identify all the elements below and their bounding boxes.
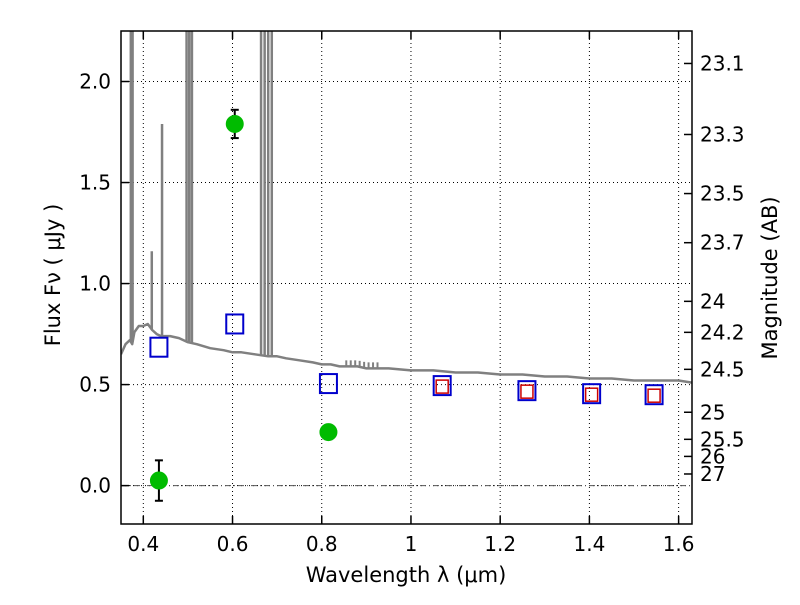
y-tick-label-0: 0.0 xyxy=(79,474,111,498)
magnitude-tick-label-10: 27 xyxy=(700,462,725,486)
x-tick-label-0: 0.4 xyxy=(127,532,159,556)
observed-point-0 xyxy=(149,471,168,490)
spectrum-layer xyxy=(121,31,692,384)
model-point-6 xyxy=(644,384,664,406)
model-point-5 xyxy=(582,383,602,405)
magnitude-tick-label-4: 24 xyxy=(700,289,725,313)
axes-layer: 0.4 0.6 0.8 1 1.2 1.4 1.6 0.0 0.5 1.0 1.5 2.0 23.1 23… xyxy=(79,30,745,556)
right-axis-label: Magnitude (AB) xyxy=(758,196,782,359)
x-tick-label-6: 1.6 xyxy=(663,532,695,556)
magnitude-tick-label-3: 23.7 xyxy=(700,231,745,255)
magnitude-tick-label-1: 23.3 xyxy=(700,122,745,146)
model-point-4 xyxy=(517,380,537,402)
x-tick-label-3: 1 xyxy=(405,532,418,556)
y-tick-label-4: 2.0 xyxy=(79,70,111,94)
x-tick-label-5: 1.4 xyxy=(573,532,605,556)
magnitude-tick-label-8: 25.5 xyxy=(700,427,745,451)
y-axis-label: Flux Fν ( μJy ) xyxy=(41,204,65,347)
model-inner-point-2 xyxy=(584,387,599,402)
y-tick-label-3: 1.5 xyxy=(79,171,111,195)
y-tick-label-2: 1.0 xyxy=(79,272,111,296)
model-point-2 xyxy=(318,373,338,395)
x-tick-label-4: 1.2 xyxy=(484,532,516,556)
model-inner-point-0 xyxy=(435,379,449,394)
magnitude-tick-label-9: 26 xyxy=(700,444,725,468)
model-inner-point-3 xyxy=(647,388,661,403)
y-tick-label-1: 0.5 xyxy=(79,373,111,397)
magnitude-tick-label-5: 24.2 xyxy=(700,320,745,344)
model-point-1 xyxy=(225,313,245,335)
x-tick-label-1: 0.6 xyxy=(217,532,249,556)
model-inner-point-1 xyxy=(520,384,534,399)
model-point-0 xyxy=(149,336,169,358)
x-axis-label: Wavelength λ (μm) xyxy=(306,563,507,587)
points-layer xyxy=(149,108,664,502)
spectrum-line xyxy=(121,322,692,384)
magnitude-tick-label-2: 23.5 xyxy=(700,182,745,206)
model-point-3 xyxy=(432,375,452,397)
observed-point-1 xyxy=(225,114,244,133)
x-tick-label-2: 0.8 xyxy=(306,532,338,556)
grid-layer xyxy=(121,31,692,524)
magnitude-tick-label-7: 25 xyxy=(700,400,725,424)
observed-point-2 xyxy=(319,423,338,442)
plot-frame xyxy=(120,30,693,525)
magnitude-tick-label-0: 23.1 xyxy=(700,51,745,75)
magnitude-tick-label-6: 24.5 xyxy=(700,357,745,381)
